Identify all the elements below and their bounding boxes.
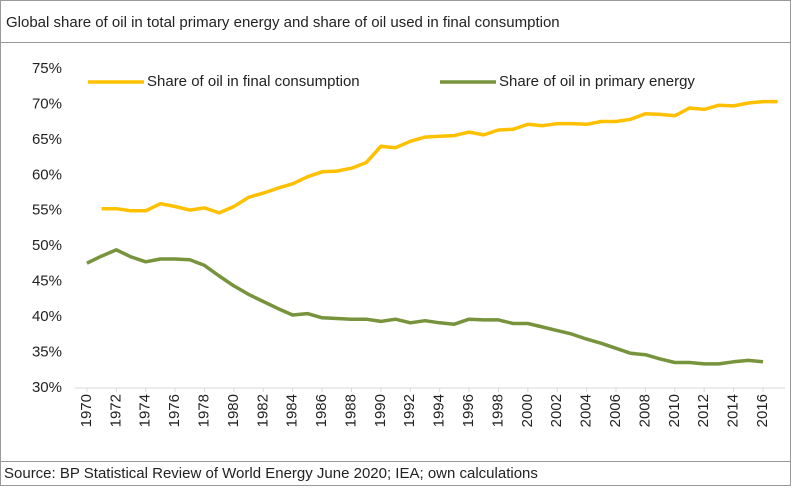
x-tick-label: 1974 [137, 394, 154, 427]
x-tick-label: 2002 [548, 394, 565, 427]
x-tick-label: 2016 [754, 394, 771, 427]
x-tick-label: 1982 [254, 394, 271, 427]
y-tick-label: 55% [32, 202, 62, 219]
x-tick-label: 1972 [107, 394, 124, 427]
x-tick-label: 1984 [284, 394, 301, 427]
y-tick-label: 75% [32, 60, 62, 77]
x-tick-label: 1996 [460, 394, 477, 427]
chart-title: Global share of oil in total primary ene… [6, 14, 560, 31]
x-tick-label: 1970 [78, 394, 95, 427]
y-tick-label: 65% [32, 131, 62, 148]
x-tick-label: 2012 [695, 394, 712, 427]
x-tick-label: 1990 [372, 394, 389, 427]
y-tick-label: 70% [32, 95, 62, 112]
legend-label: Share of oil in final consumption [147, 73, 360, 90]
x-tick-label: 1988 [342, 394, 359, 427]
x-tick-label: 2004 [578, 394, 595, 427]
x-tick-label: 2008 [636, 394, 653, 427]
source-note: Source: BP Statistical Review of World E… [4, 465, 538, 482]
x-tick-label: 1998 [489, 394, 506, 427]
y-tick-label: 40% [32, 308, 62, 325]
y-tick-label: 45% [32, 273, 62, 290]
x-tick-label: 2014 [725, 394, 742, 427]
legend-label: Share of oil in primary energy [499, 73, 695, 90]
x-tick-label: 1978 [195, 394, 212, 427]
x-tick-label: 2006 [607, 394, 624, 427]
x-tick-label: 2010 [666, 394, 683, 427]
x-tick-label: 1980 [225, 394, 242, 427]
line-series [86, 248, 764, 366]
x-tick-label: 1992 [401, 394, 418, 427]
y-tick-label: 30% [32, 379, 62, 396]
line-series [101, 99, 778, 215]
x-tick-label: 1986 [313, 394, 330, 427]
y-tick-label: 60% [32, 166, 62, 183]
y-tick-label: 50% [32, 237, 62, 254]
x-tick-label: 1994 [431, 394, 448, 427]
x-tick-label: 2000 [519, 394, 536, 427]
y-tick-label: 35% [32, 344, 62, 361]
x-tick-label: 1976 [166, 394, 183, 427]
